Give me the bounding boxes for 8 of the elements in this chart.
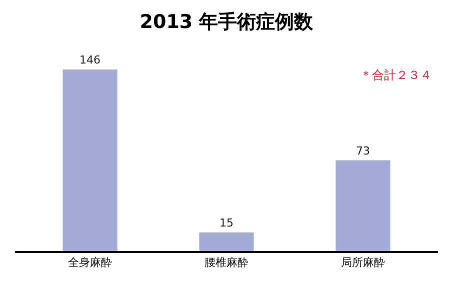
- data-label: 15: [220, 216, 234, 230]
- data-label: 73: [356, 144, 370, 158]
- annotation: ＊合計２３４: [360, 68, 432, 82]
- chart-title: 2013 年手術症例数: [140, 10, 314, 33]
- x-tick-label: 全身麻酔: [68, 256, 112, 269]
- x-tick-label: 局所麻酔: [340, 256, 385, 269]
- data-label: 146: [80, 54, 101, 67]
- x-tick-label: 腰椎麻酔: [204, 256, 248, 269]
